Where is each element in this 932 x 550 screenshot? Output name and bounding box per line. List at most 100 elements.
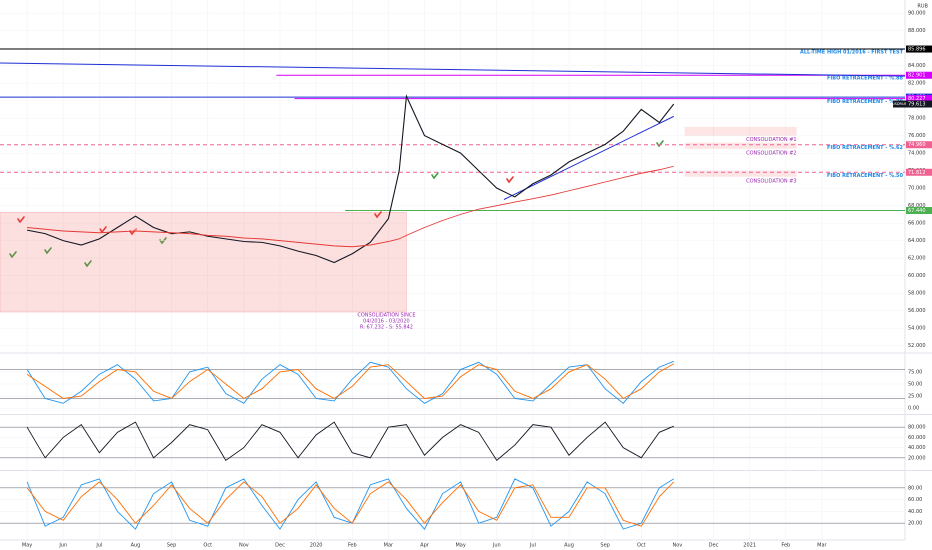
x-tick-label: Dec [709,543,719,549]
level-note: FIBO RETRACEMENT - %.50 [827,173,903,179]
price-label: 80.227 [908,96,926,102]
y-tick-label: 58.000 [908,291,926,297]
y-tick-label: 50.00 [908,382,922,388]
price-label-bg [906,168,932,176]
x-tick-label: Jul [95,543,102,549]
y-tick-label: 0.00 [908,406,919,412]
range-note: R: 67.232 - S: 55.842 [360,325,413,331]
trendline [503,115,675,200]
x-tick-label: Jul [529,543,536,549]
x-tick-label: Feb [348,543,357,549]
check-mark [656,140,664,148]
zone-label: CONSOLIDATION #2 [746,150,797,156]
x-tick-label: Nov [239,543,249,549]
zone-label: CONSOLIDATION #1 [746,137,797,143]
price-label: 67.440 [908,208,926,214]
symbol-label: USDRUB [892,102,907,106]
level-note: FIBO RETRACEMENT - %.78 [827,99,903,105]
y-tick-label: 40.000 [908,445,926,451]
x-tick-label: 2021 [743,543,756,549]
y-tick-label: 40.00 [908,509,922,515]
y-tick-label: 80.00 [908,485,922,491]
y-tick-label: 60.000 [908,273,926,279]
level-note: FIBO RETRACEMENT - %.88 [827,76,903,82]
x-tick-label: Mar [817,543,827,549]
x-tick-label: May [455,543,465,549]
check-mark [17,216,25,224]
check-mark [506,176,514,184]
check-mark [44,247,52,255]
check-mark [374,211,382,219]
x-tick-label: Oct [203,543,212,549]
y-tick-label: 84.000 [908,63,926,69]
currency: RUB [917,4,928,10]
series-line [26,360,674,404]
y-tick-label: 88.000 [908,28,926,34]
x-tick-label: Aug [131,543,141,549]
y-tick-label: 54.000 [908,326,926,332]
series-line [26,481,675,527]
y-tick-label: 76.000 [908,133,926,139]
y-tick-label: 60.00 [908,497,922,503]
zone-label: CONSOLIDATION #3 [746,178,797,184]
price-label: 74.960 [908,142,926,148]
x-tick-label: 2020 [310,543,323,549]
y-tick-label: 20.00 [908,521,922,527]
y-tick-label: 70.000 [908,186,926,192]
y-tick-label: 74.000 [908,151,926,157]
x-tick-label: Apr [420,543,430,549]
x-tick-label: Jun [492,543,501,549]
level-note: FIBO RETRACEMENT - %.62 [827,145,903,151]
price-label-bg [906,141,932,149]
consolidation-range [0,212,407,313]
price-label: 71.812 [908,170,926,176]
range-note: CONSOLIDATION SINCE [357,313,415,319]
level-note: ALL-TIME HIGH 01/2016 - FIRST TEST [800,50,904,56]
range-note: 04/2016 - 03/2020 [363,319,410,325]
x-tick-label: Sep [167,543,176,549]
x-tick-label: Nov [673,543,683,549]
price-label-bg [906,207,932,215]
last-price-bg [906,100,932,108]
trendline [0,62,906,77]
series-line [27,165,674,248]
y-tick-label: 52.000 [908,343,926,349]
y-tick-label: 56.000 [908,308,926,314]
consolidation-zone [684,126,797,136]
series-line [26,363,675,400]
y-tick-label: 64.000 [908,238,926,244]
x-tick-label: Oct [637,543,646,549]
x-tick-label: Feb [781,543,790,549]
series-line [26,421,674,462]
y-tick-label: 68.000 [908,203,926,209]
y-tick-label: 20.000 [908,455,926,461]
price-label-bg [906,45,932,53]
y-tick-label: 80.000 [908,425,926,431]
consolidation-zone [684,170,797,177]
symbol-label-bg [893,100,906,108]
check-mark [84,260,92,268]
last-price-label: 79.613 [908,102,926,108]
check-mark [9,251,17,259]
y-tick-label: 78.000 [908,116,926,122]
x-tick-label: May [22,543,32,549]
check-mark [159,237,167,245]
x-tick-label: Aug [564,543,574,549]
series-line [26,94,675,264]
x-tick-label: Mar [384,543,394,549]
y-tick-label: 75.00 [908,369,922,375]
price-label-bg [906,95,932,103]
consolidation-zone [684,142,797,149]
y-tick-label: 25.00 [908,394,922,400]
y-tick-label: 82.000 [908,81,926,87]
y-tick-label: 66.000 [908,221,926,227]
check-mark [431,172,439,180]
price-label: 82.901 [908,73,926,79]
y-tick-label: 60.000 [908,435,926,441]
price-label-bg [906,71,932,79]
y-tick-label: 62.000 [908,256,926,262]
x-tick-label: Sep [600,543,609,549]
